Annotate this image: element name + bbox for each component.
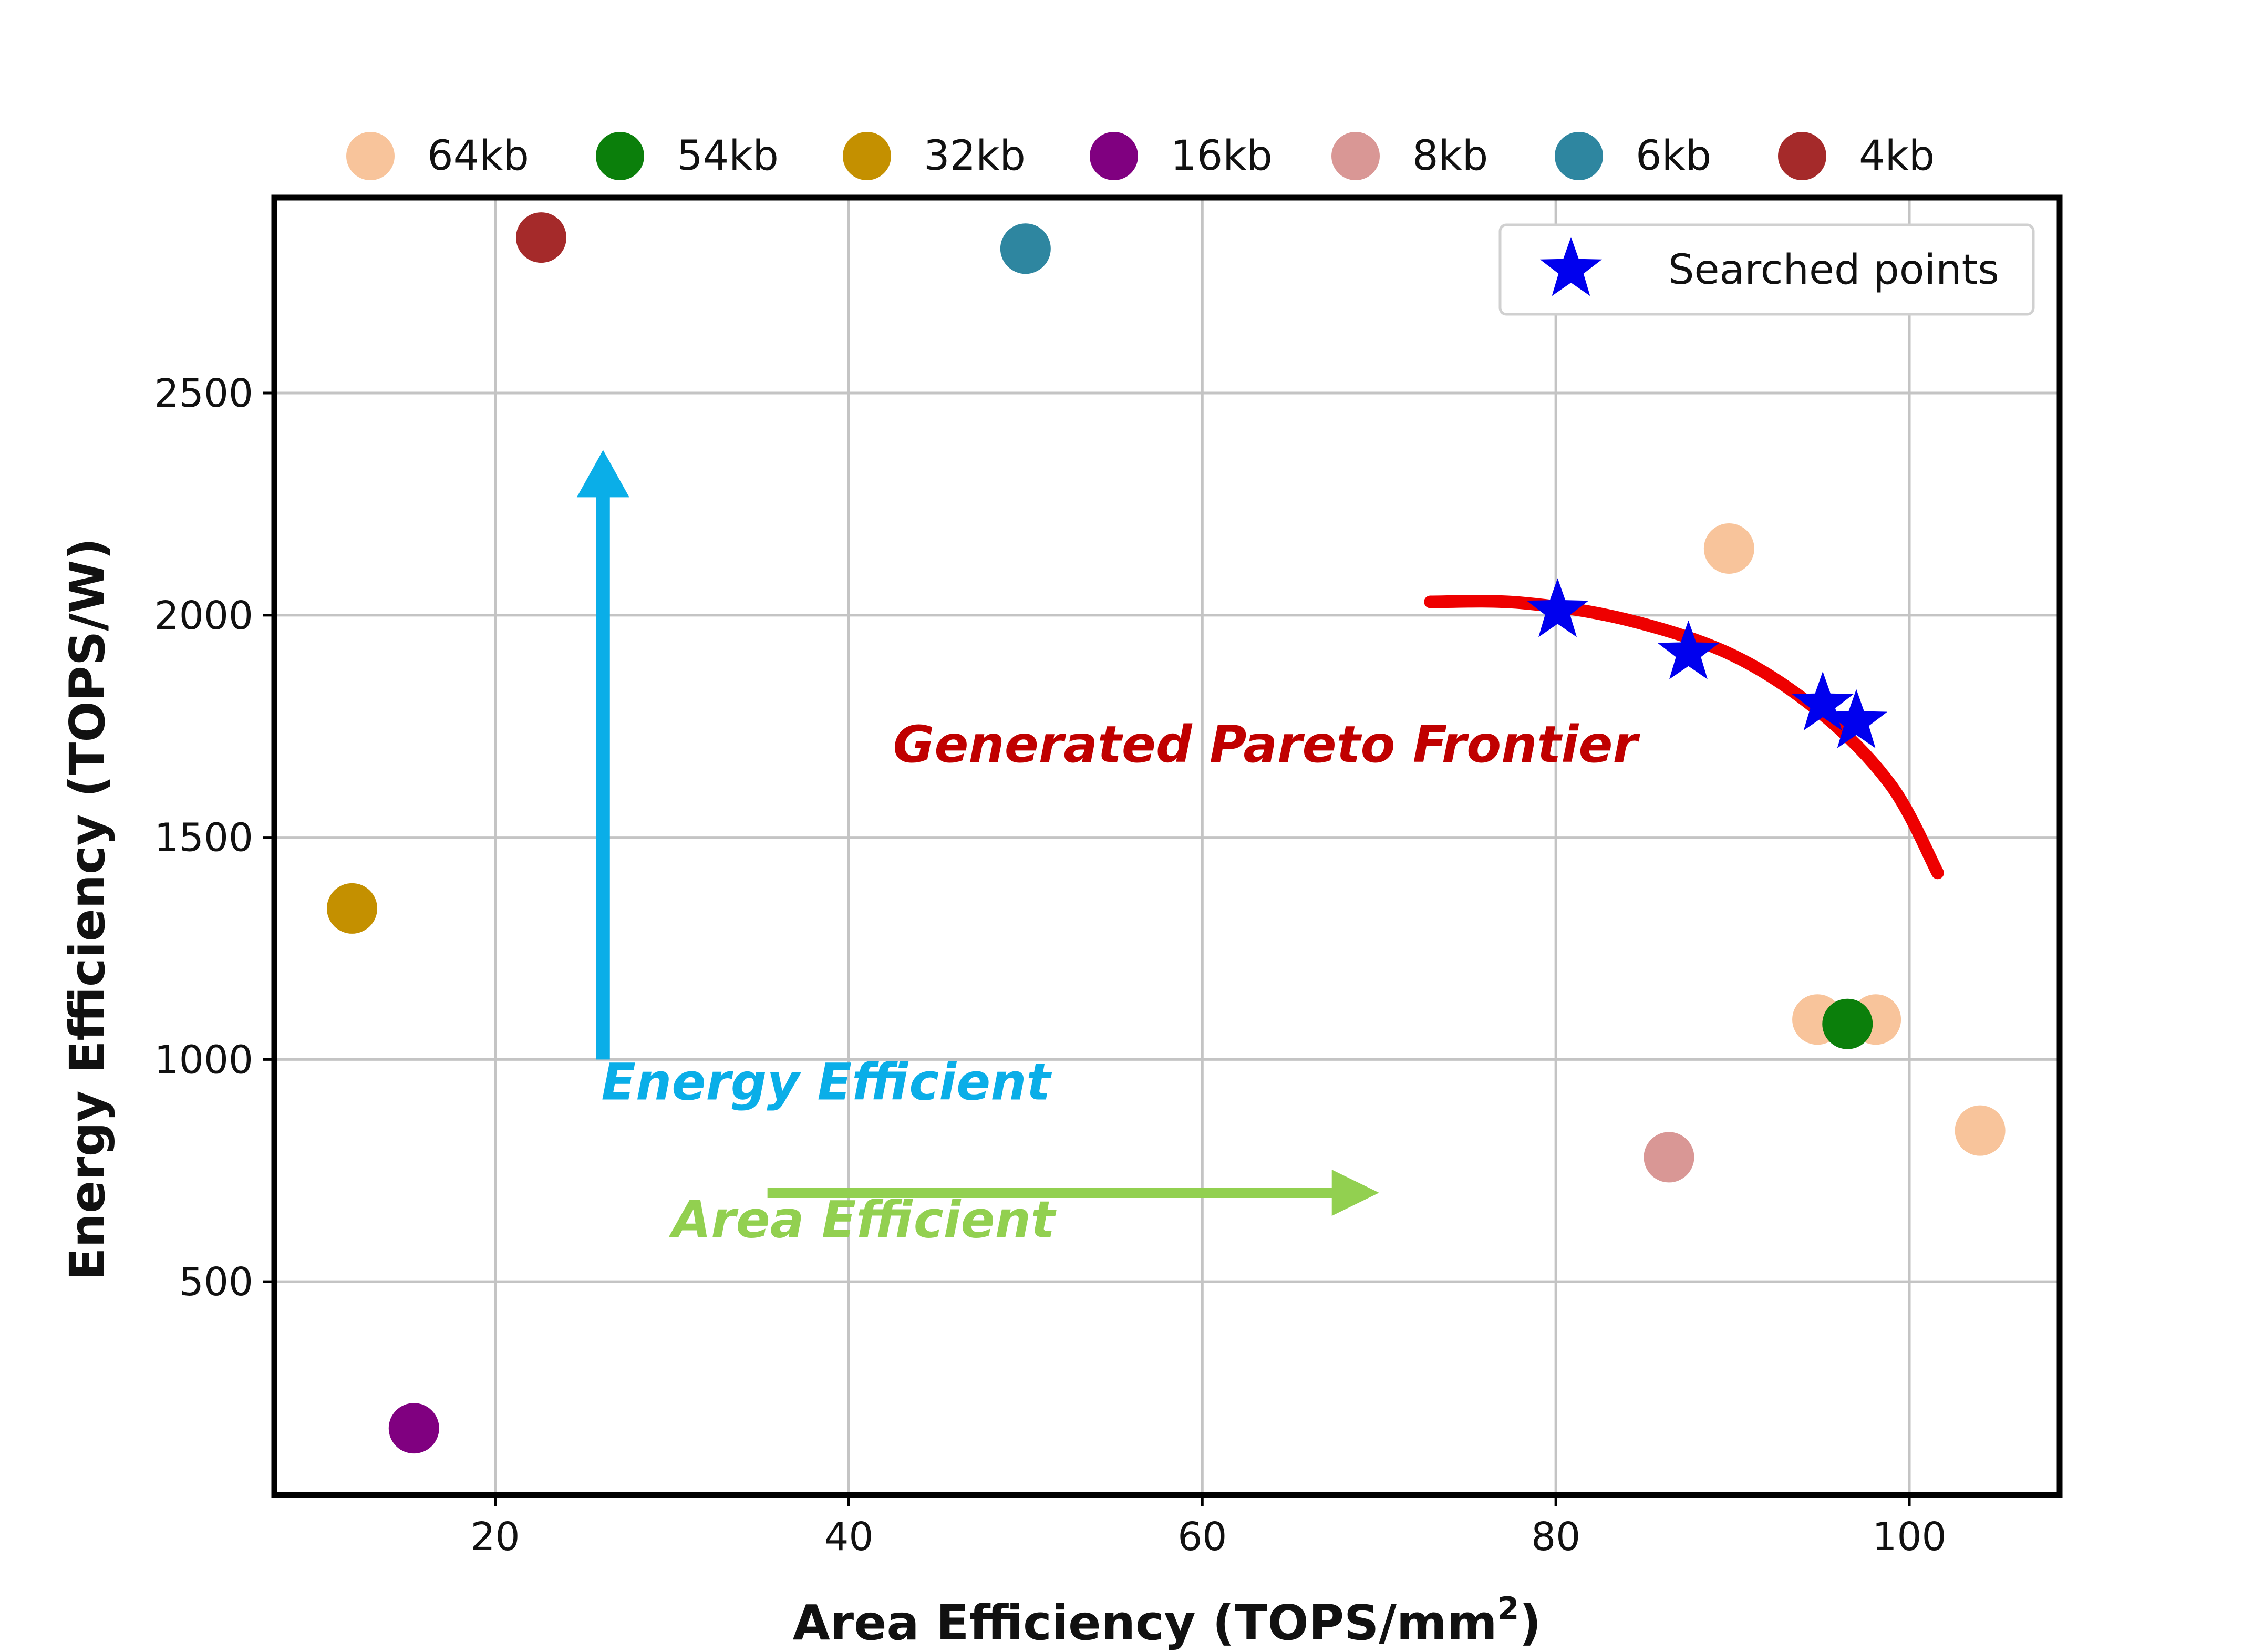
y-tick-label: 1500 — [154, 815, 253, 861]
legend-item-16kb: 16kb — [1090, 132, 1273, 180]
legend-marker — [1778, 132, 1826, 180]
legend-marker — [1090, 132, 1138, 180]
plot-frame — [271, 194, 2063, 1498]
legend-item-54kb: 54kb — [596, 132, 779, 180]
energy-efficient-arrow-head — [576, 450, 629, 498]
area-efficient-arrow-head — [1331, 1170, 1379, 1216]
point-32kb — [327, 883, 378, 934]
legend-item-4kb: 4kb — [1778, 132, 1935, 180]
axis-ticks: 20 40 60 80 100 500 1000 1500 2000 2500 — [154, 371, 1947, 1560]
legend-label: 16kb — [1171, 132, 1273, 180]
annotations: Energy Efficient Area Efficient — [576, 450, 1379, 1250]
searched-point-star — [1657, 620, 1720, 679]
legend-label: 8kb — [1412, 132, 1488, 180]
searched-point-star — [1825, 689, 1888, 748]
x-axis-title: Area Efficiency (TOPS/mm2) — [793, 1591, 1542, 1651]
y-tick-label: 2000 — [154, 593, 253, 638]
legend-label: 32kb — [924, 132, 1026, 180]
legend-item-6kb: 6kb — [1555, 132, 1711, 180]
y-tick-label: 500 — [179, 1259, 253, 1305]
legend-item-32kb: 32kb — [843, 132, 1026, 180]
x-tick-label: 40 — [824, 1514, 873, 1560]
point-16kb — [388, 1403, 439, 1454]
y-axis-title: Energy Efficiency (TOPS/W) — [59, 538, 116, 1281]
annotation-label: Area Efficient — [668, 1191, 1057, 1250]
legend-label: 6kb — [1636, 132, 1711, 180]
legend-marker — [1331, 132, 1380, 180]
x-tick-label: 80 — [1531, 1514, 1580, 1560]
point-6kb — [1000, 223, 1051, 274]
point-64kb — [1955, 1105, 2006, 1156]
annotation-right: Area Efficient — [668, 1170, 1379, 1250]
legend-marker — [346, 132, 395, 180]
legend-marker — [596, 132, 644, 180]
point-8kb — [1644, 1132, 1694, 1183]
legend-label: 54kb — [677, 132, 779, 180]
point-4kb — [516, 212, 567, 263]
legend-box — [1498, 223, 2035, 316]
grid-lines — [274, 198, 2060, 1495]
legend-item-8kb: 8kb — [1331, 132, 1488, 180]
pareto-frontier-label: Generated Pareto Frontier — [893, 715, 1641, 774]
point-64kb — [1703, 523, 1754, 574]
legend-marker — [843, 132, 891, 180]
x-tick-label: 20 — [470, 1514, 520, 1560]
legend-marker — [1555, 132, 1603, 180]
legend-item-64kb: 64kb — [346, 132, 529, 180]
pareto-frontier-curve — [1424, 595, 1944, 880]
data-points — [327, 212, 2006, 1454]
legend-label: 4kb — [1859, 132, 1935, 180]
pareto-frontier: Generated Pareto Frontier — [893, 595, 1944, 880]
legend: 64kb 54kb 32kb 16kb 8kb 6kb 4kb Searched points — [346, 132, 2035, 316]
legend-label: Searched points — [1668, 246, 1999, 294]
x-axis-title-superscript: 2 — [1497, 1591, 1520, 1627]
point-54kb — [1822, 998, 1873, 1049]
searched-point-star — [1792, 671, 1854, 731]
x-tick-label: 60 — [1177, 1514, 1227, 1560]
y-tick-label: 1000 — [154, 1037, 253, 1082]
x-tick-label: 100 — [1872, 1514, 1946, 1560]
annotation-label: Energy Efficient — [601, 1052, 1052, 1111]
legend-star-icon — [1540, 237, 1602, 296]
legend-label: 64kb — [427, 132, 529, 180]
y-tick-label: 2500 — [154, 371, 253, 416]
searched-point-star — [1526, 578, 1589, 637]
searched-points-legend: Searched points — [1498, 223, 2035, 316]
annotation-up: Energy Efficient — [576, 450, 1052, 1111]
